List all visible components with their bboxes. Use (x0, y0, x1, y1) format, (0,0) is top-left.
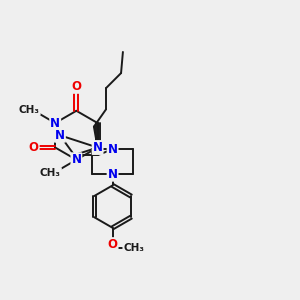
Text: N: N (55, 129, 65, 142)
Text: O: O (108, 238, 118, 251)
Text: O: O (71, 80, 81, 93)
Text: CH₃: CH₃ (19, 105, 40, 115)
Text: N: N (71, 153, 81, 166)
Text: O: O (29, 141, 39, 154)
Text: N: N (108, 168, 118, 181)
Text: N: N (93, 141, 103, 154)
Text: CH₃: CH₃ (40, 168, 61, 178)
Text: N: N (108, 143, 118, 156)
Text: CH₃: CH₃ (123, 243, 144, 254)
Text: N: N (50, 116, 60, 130)
